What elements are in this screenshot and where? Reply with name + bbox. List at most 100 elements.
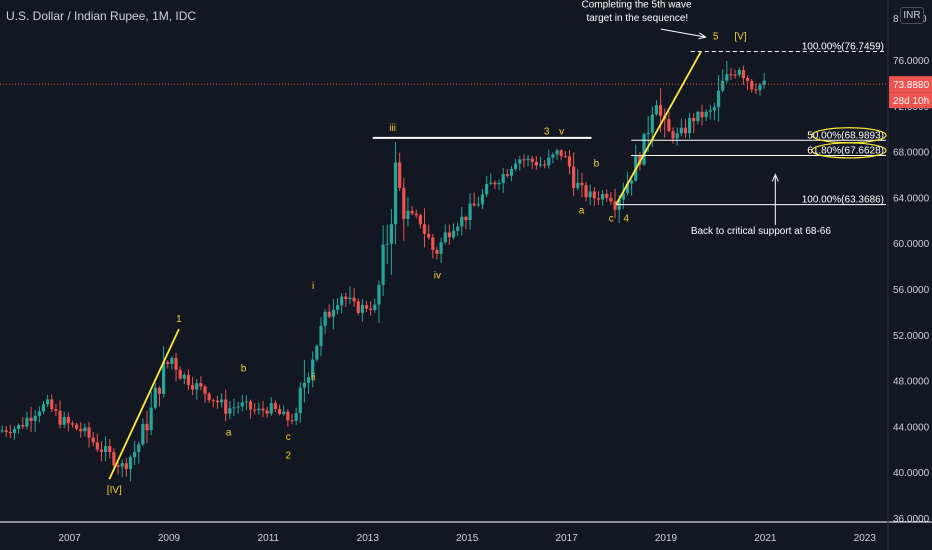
candle-body — [364, 304, 369, 309]
candle-body — [427, 233, 431, 238]
candle-body — [468, 203, 472, 221]
candle — [418, 213, 422, 229]
candle — [124, 457, 128, 477]
candles-layer — [0, 60, 766, 482]
candle — [489, 173, 493, 186]
candle — [58, 400, 62, 429]
candle-body — [348, 297, 352, 300]
candle-body — [340, 296, 344, 306]
candle — [427, 224, 431, 240]
candle-body — [373, 304, 377, 310]
symbol-title: U.S. Dollar / Indian Rupee, 1M, IDC — [6, 9, 197, 23]
candle — [265, 406, 269, 419]
candle-body — [601, 193, 605, 200]
candle — [137, 441, 141, 464]
countdown-value: 28d 10h — [893, 96, 929, 107]
candle-body — [737, 70, 741, 75]
candle — [729, 68, 733, 81]
candle-body — [153, 387, 157, 408]
candle-body — [99, 449, 104, 453]
wave-label: 3 — [544, 126, 550, 137]
candle-body — [224, 399, 228, 414]
wave-label: c — [286, 432, 291, 443]
candle — [340, 293, 344, 314]
candle-body — [700, 111, 704, 118]
candle — [41, 400, 46, 414]
candle-body — [439, 242, 443, 254]
candle — [257, 402, 261, 415]
candle — [733, 69, 737, 79]
candle-body — [658, 105, 663, 116]
price-axis[interactable]: 36.0000 40.0000 44.0000 48.0000 52.0000 56.00… — [888, 0, 932, 550]
annotation-text: Completing the 5th wave — [581, 0, 692, 10]
candle — [389, 208, 393, 275]
candle-body — [149, 407, 153, 431]
candle-body — [244, 401, 249, 403]
wave-trend-line — [615, 51, 702, 205]
candle — [526, 154, 530, 167]
candle-body — [522, 159, 526, 161]
candle — [745, 75, 750, 91]
candle-body — [406, 210, 410, 219]
candle-body — [215, 400, 220, 403]
candle-body — [327, 311, 331, 317]
candle-body — [75, 424, 79, 429]
candle — [534, 156, 538, 170]
candle-body — [389, 224, 393, 244]
candle — [692, 113, 696, 134]
candle-body — [240, 402, 244, 407]
candle — [671, 127, 675, 144]
candle — [480, 189, 485, 210]
candle-body — [261, 408, 265, 411]
candle-body — [104, 446, 108, 453]
candle-body — [501, 174, 505, 183]
candle-body — [679, 127, 683, 134]
candle-body — [580, 182, 584, 186]
candle — [675, 127, 679, 146]
candle — [762, 72, 766, 89]
candle — [667, 112, 671, 133]
candle — [33, 410, 37, 432]
candle — [439, 238, 443, 264]
candle — [509, 165, 514, 182]
wave-label: b — [594, 158, 600, 169]
candle — [182, 372, 186, 385]
candle-body — [4, 430, 8, 433]
candle — [149, 391, 153, 436]
candle — [451, 223, 456, 240]
candle-body — [70, 423, 75, 425]
candle-body — [91, 437, 95, 443]
candle — [704, 109, 708, 121]
candle-body — [253, 409, 257, 411]
candle-body — [559, 150, 563, 157]
candle — [157, 386, 162, 407]
candle-body — [485, 183, 489, 195]
candle — [555, 148, 559, 160]
candle — [66, 412, 70, 432]
candle-body — [750, 80, 754, 90]
candle — [244, 395, 249, 411]
candle — [282, 405, 286, 416]
candle-body — [584, 185, 588, 198]
candle — [17, 423, 21, 434]
candle — [563, 150, 567, 158]
candle — [0, 425, 4, 433]
candle — [83, 423, 87, 437]
candle-body — [8, 432, 12, 434]
candle — [215, 395, 220, 409]
candle-body — [671, 131, 675, 139]
candle — [141, 418, 145, 446]
candle-body — [58, 410, 62, 425]
candle-body — [646, 132, 650, 135]
currency-button[interactable]: INR — [900, 7, 924, 24]
candle — [572, 152, 576, 197]
candle-body — [95, 442, 99, 450]
candle-body — [721, 80, 725, 91]
candle — [133, 440, 137, 465]
candle-body — [170, 357, 174, 365]
candle-body — [323, 311, 327, 326]
candle-body — [613, 201, 617, 210]
candle — [634, 144, 638, 182]
